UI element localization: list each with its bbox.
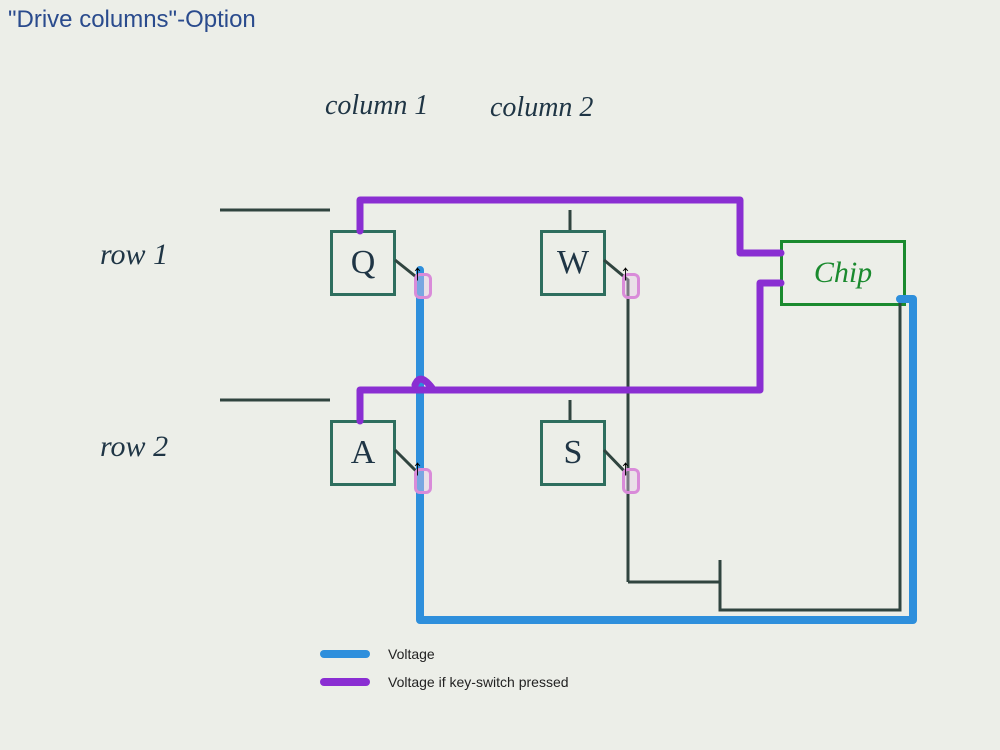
legend: Voltage Voltage if key-switch pressed xyxy=(320,640,569,696)
legend-label-voltage: Voltage xyxy=(388,646,435,662)
wire-voltage xyxy=(420,270,913,620)
diode-arrow-S: ↑ xyxy=(620,455,631,481)
diode-arrow-Q: ↑ xyxy=(412,260,423,286)
diode-arrow-W: ↑ xyxy=(620,260,631,286)
key-W: W xyxy=(540,230,606,296)
label-column-1: column 1 xyxy=(325,90,428,122)
chip-box: Chip xyxy=(780,240,906,306)
wire-pressed-bridge xyxy=(415,379,432,388)
key-Q: Q xyxy=(330,230,396,296)
label-column-2: column 2 xyxy=(490,92,593,124)
legend-label-pressed: Voltage if key-switch pressed xyxy=(388,674,569,690)
wire-col1-fromQ xyxy=(395,260,420,580)
diode-arrow-A: ↑ xyxy=(412,455,423,481)
wire-chip-col2 xyxy=(720,300,900,610)
wire-col2-fromW xyxy=(604,260,628,582)
label-row-2: row 2 xyxy=(100,430,168,464)
key-A: A xyxy=(330,420,396,486)
legend-row-pressed: Voltage if key-switch pressed xyxy=(320,668,569,696)
voltage-wires xyxy=(420,270,913,620)
page-title: "Drive columns"-Option xyxy=(8,6,256,34)
legend-swatch-pressed xyxy=(320,678,370,686)
wire-pressed-row2 xyxy=(360,283,781,421)
label-row-1: row 1 xyxy=(100,238,168,272)
legend-swatch-voltage xyxy=(320,650,370,658)
legend-row-voltage: Voltage xyxy=(320,640,569,668)
key-S: S xyxy=(540,420,606,486)
